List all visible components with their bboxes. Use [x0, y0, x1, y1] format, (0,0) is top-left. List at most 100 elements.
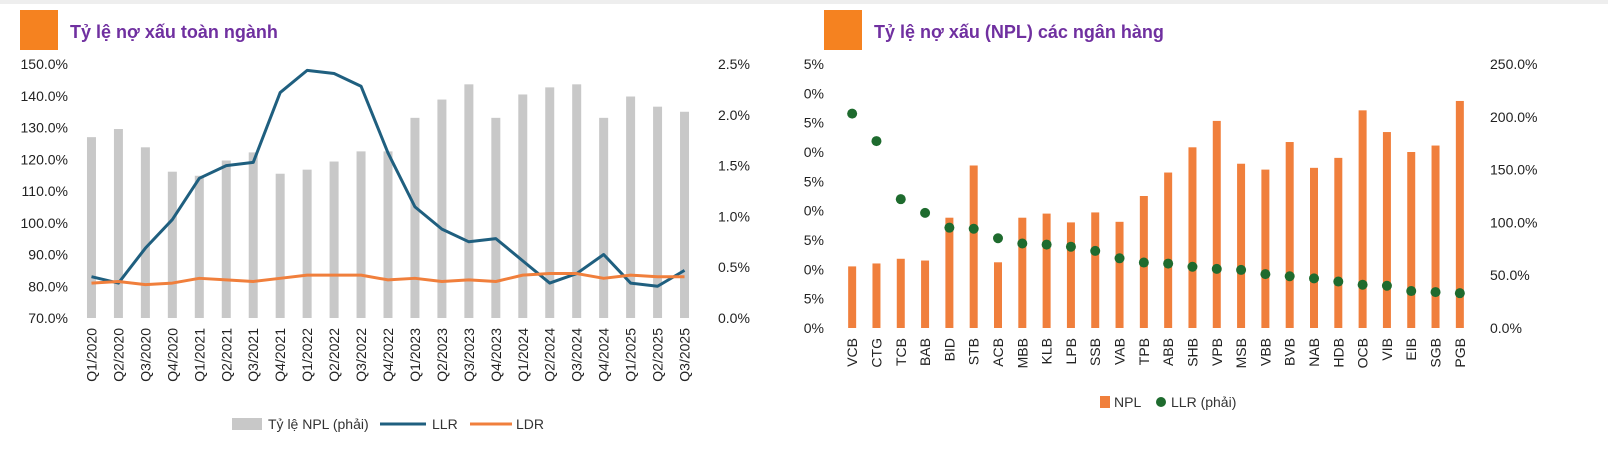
npl-bar	[1237, 163, 1246, 328]
npl-bar	[221, 160, 231, 318]
legend-swatch-npl	[1100, 396, 1110, 408]
left-axis-tick-label: 0.0%	[804, 320, 824, 336]
llr-point	[1260, 269, 1271, 280]
x-axis-tick-label: NAB	[1306, 338, 1322, 367]
x-axis-tick-label: ACB	[990, 338, 1006, 367]
x-axis-tick-label: Q2/2023	[434, 328, 450, 382]
x-axis-tick-label: VCB	[844, 338, 860, 367]
npl-bar	[140, 147, 150, 318]
x-axis-tick-label: Q1/2020	[83, 328, 99, 382]
npl-bar	[545, 87, 555, 318]
x-axis-tick-label: Q1/2024	[515, 328, 531, 382]
title-accent-block	[20, 10, 58, 50]
left-axis-tick-label: 70.0%	[28, 310, 68, 326]
llr-point	[1163, 258, 1174, 269]
x-axis-tick-label: SHB	[1184, 338, 1200, 367]
legend-label-npl: NPL	[1114, 394, 1141, 410]
npl-bar	[1285, 142, 1294, 328]
llr-point	[1065, 241, 1076, 252]
legend-swatch-npl	[232, 418, 262, 430]
x-axis-tick-label: Q1/2025	[623, 328, 639, 382]
llr-point	[968, 223, 979, 234]
x-axis-tick-label: BID	[941, 338, 957, 361]
npl-bar	[1066, 222, 1075, 328]
x-axis-tick-label: Q3/2021	[245, 328, 261, 382]
npl-bar	[1334, 157, 1343, 328]
llr-point	[920, 207, 931, 218]
npl-bar	[1310, 167, 1318, 328]
npl-bar	[994, 262, 1002, 328]
x-axis-tick-label: Q1/2021	[191, 328, 207, 382]
npl-bar	[302, 169, 312, 318]
npl-bar	[1382, 132, 1391, 328]
npl-bar	[896, 258, 905, 328]
left-axis-tick-label: 2.0%	[804, 203, 824, 219]
x-axis-tick-label: Q4/2024	[596, 328, 612, 382]
npl-bar	[1455, 100, 1464, 329]
top-divider	[0, 0, 1608, 4]
x-axis-tick-label: Q2/2025	[650, 328, 666, 382]
npl-bar	[848, 266, 857, 328]
x-axis-tick-label: Q1/2023	[407, 328, 423, 382]
npl-bar	[653, 106, 663, 318]
llr-point	[1357, 279, 1368, 290]
npl-bar	[518, 94, 528, 318]
llr-point	[1333, 276, 1344, 287]
left-axis-tick-label: 110.0%	[22, 183, 68, 199]
legend-label-ldr: LDR	[516, 416, 544, 432]
llr-point	[993, 233, 1003, 244]
npl-bar	[86, 137, 96, 318]
left-axis-tick-label: 80.0%	[28, 278, 68, 294]
npl-bar	[410, 117, 420, 319]
x-axis-tick-label: CTG	[868, 338, 884, 368]
llr-point	[1090, 245, 1101, 256]
npl-bar	[1212, 120, 1221, 328]
npl-bar	[491, 117, 501, 319]
npl-bar	[945, 217, 954, 328]
npl-bar	[275, 173, 285, 318]
llr-point	[871, 136, 882, 147]
x-axis-tick-label: VPB	[1209, 338, 1225, 366]
npl-bar	[464, 84, 474, 318]
left-axis-tick-label: 90.0%	[28, 247, 68, 263]
left-axis-tick-label: 1.5%	[804, 232, 824, 248]
bank-npl-chart: 0.0% 0.5% 1.0% 1.5% 2.0% 2.5% 3.0% 3.5% 4.0% 4.5%…	[804, 56, 1537, 410]
x-axis-tick-label: VIB	[1379, 338, 1395, 361]
left-axis-tick-label: 0.5%	[804, 291, 824, 307]
x-axis-tick-label: Q1/2022	[299, 328, 315, 382]
x-axis-tick-label: ABB	[1160, 338, 1176, 366]
x-axis-tick-label: MSB	[1233, 338, 1249, 368]
x-axis-tick-label: BAB	[917, 338, 933, 366]
left-axis-tick-label: 4.0%	[804, 85, 824, 101]
x-axis-tick-label: Q4/2023	[488, 328, 504, 382]
left-axis-tick-label: 120.0%	[21, 151, 68, 167]
llr-point	[1114, 253, 1125, 264]
npl-bar	[1115, 221, 1124, 328]
right-axis-tick-label: 2.0%	[718, 107, 750, 123]
left-axis-tick-label: 140.0%	[21, 88, 68, 104]
left-axis-tick-label: 4.5%	[804, 56, 824, 72]
x-axis-tick-label: Q4/2022	[380, 328, 396, 382]
x-axis-tick-label: Q3/2023	[461, 328, 477, 382]
x-axis-tick-label: Q3/2022	[353, 328, 369, 382]
npl-bar	[167, 171, 177, 318]
right-axis-tick-label: 1.0%	[718, 208, 750, 224]
x-axis-tick-label: Q3/2020	[137, 328, 153, 382]
x-axis-tick-label: Q4/2020	[164, 328, 180, 382]
right-axis-tick-label: 250.0%	[1490, 56, 1537, 72]
npl-bar	[329, 161, 339, 318]
npl-bar	[1042, 213, 1051, 328]
llr-point	[1041, 239, 1052, 250]
llr-point	[1236, 264, 1247, 275]
x-axis-tick-label: Q2/2021	[218, 328, 234, 382]
llr-line	[91, 68, 686, 288]
x-axis-tick-label: Q2/2020	[110, 328, 126, 382]
right-axis-tick-label: 1.5%	[718, 158, 750, 174]
npl-bar	[872, 263, 881, 328]
x-axis-tick-label: LPB	[1063, 338, 1079, 364]
x-axis-tick-label: PGB	[1452, 338, 1468, 368]
npl-bar	[921, 260, 930, 328]
left-axis-tick-label: 3.5%	[804, 115, 824, 131]
llr-point	[1454, 288, 1465, 299]
x-axis-tick-label: VAB	[1112, 338, 1128, 365]
